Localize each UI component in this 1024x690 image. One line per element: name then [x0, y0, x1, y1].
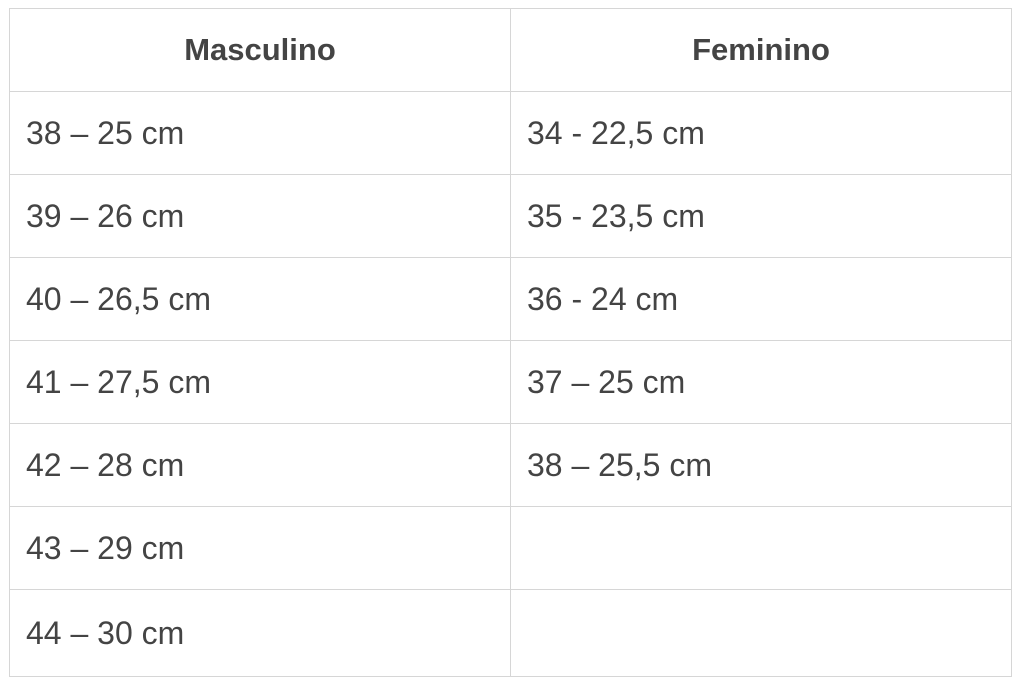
- cell-masculino: 43 – 29 cm: [9, 506, 511, 590]
- table-row: 44 – 30 cm: [9, 589, 1012, 677]
- cell-masculino: 44 – 30 cm: [9, 589, 511, 677]
- header-masculino: Masculino: [9, 8, 511, 92]
- table-row: 41 – 27,5 cm 37 – 25 cm: [9, 340, 1012, 424]
- cell-feminino: 35 - 23,5 cm: [510, 174, 1012, 258]
- cell-masculino: 41 – 27,5 cm: [9, 340, 511, 424]
- cell-masculino: 40 – 26,5 cm: [9, 257, 511, 341]
- header-feminino: Feminino: [510, 8, 1012, 92]
- size-table: Masculino Feminino 38 – 25 cm 34 - 22,5 c…: [9, 8, 1012, 677]
- cell-feminino: [510, 589, 1012, 677]
- cell-feminino: [510, 506, 1012, 590]
- cell-masculino: 42 – 28 cm: [9, 423, 511, 507]
- cell-masculino: 39 – 26 cm: [9, 174, 511, 258]
- table-row: 39 – 26 cm 35 - 23,5 cm: [9, 174, 1012, 258]
- table-row: 43 – 29 cm: [9, 506, 1012, 590]
- table-row: 38 – 25 cm 34 - 22,5 cm: [9, 91, 1012, 175]
- cell-masculino: 38 – 25 cm: [9, 91, 511, 175]
- cell-feminino: 37 – 25 cm: [510, 340, 1012, 424]
- table-row: 42 – 28 cm 38 – 25,5 cm: [9, 423, 1012, 507]
- cell-feminino: 38 – 25,5 cm: [510, 423, 1012, 507]
- header-row: Masculino Feminino: [9, 8, 1012, 92]
- cell-feminino: 36 - 24 cm: [510, 257, 1012, 341]
- table-row: 40 – 26,5 cm 36 - 24 cm: [9, 257, 1012, 341]
- cell-feminino: 34 - 22,5 cm: [510, 91, 1012, 175]
